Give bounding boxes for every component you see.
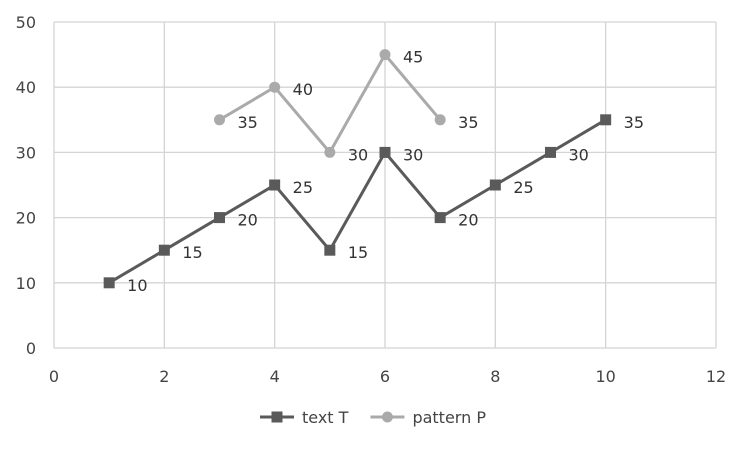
grid xyxy=(53,21,717,349)
data-label: 10 xyxy=(127,276,147,295)
legend-entry: text T xyxy=(260,408,349,427)
x-tick-label: 6 xyxy=(380,367,390,386)
data-point-square xyxy=(214,212,225,224)
data-point-square xyxy=(324,244,336,256)
data-label: 35 xyxy=(624,113,644,132)
series-1 xyxy=(103,114,612,289)
data-point-circle xyxy=(379,49,391,61)
y-tick-label: 0 xyxy=(26,339,36,358)
series-2 xyxy=(214,49,446,158)
data-label: 35 xyxy=(238,113,258,132)
series-line xyxy=(108,118,607,285)
y-tick-label: 10 xyxy=(16,274,36,293)
x-tick-label: 4 xyxy=(270,367,280,386)
axis-tick-labels: 0 10 20 30 40 50 0 2 4 6 8 10 12 xyxy=(16,13,727,386)
y-tick-label: 50 xyxy=(16,13,36,32)
data-point-circle xyxy=(324,146,336,158)
data-point-circle xyxy=(434,114,446,126)
legend: text T pattern P xyxy=(260,408,486,427)
data-point-square xyxy=(103,277,115,289)
data-label: 25 xyxy=(293,178,313,197)
data-point-square xyxy=(434,212,446,224)
data-point-square xyxy=(269,179,281,191)
data-point-square xyxy=(158,244,170,256)
x-tick-label: 12 xyxy=(706,367,726,386)
data-point-square xyxy=(379,146,391,158)
data-label: 40 xyxy=(293,80,313,99)
data-label: 15 xyxy=(348,243,368,262)
series-line xyxy=(218,51,442,156)
legend-marker-circle xyxy=(381,411,393,423)
x-tick-label: 10 xyxy=(595,367,615,386)
data-label: 20 xyxy=(238,211,258,230)
y-tick-label: 40 xyxy=(16,78,36,97)
legend-entry: pattern P xyxy=(370,408,486,427)
data-point-square xyxy=(489,179,501,191)
data-point-circle xyxy=(214,114,225,126)
data-label: 30 xyxy=(348,145,368,164)
data-label: 35 xyxy=(458,113,478,132)
legend-label: pattern P xyxy=(412,408,486,427)
data-point-circle xyxy=(269,81,281,93)
x-tick-label: 8 xyxy=(490,367,500,386)
data-labels: 10 15 20 25 15 30 20 25 30 35 35 40 30 45 35 xyxy=(127,48,644,295)
series-layer xyxy=(103,49,612,289)
data-point-square xyxy=(545,146,556,158)
data-label: 30 xyxy=(569,145,589,164)
legend-label: text T xyxy=(302,408,349,427)
x-tick-label: 0 xyxy=(49,367,59,386)
y-tick-label: 20 xyxy=(16,209,36,228)
legend-marker-square xyxy=(271,411,283,423)
data-label: 20 xyxy=(458,211,478,230)
data-label: 45 xyxy=(403,48,423,67)
data-label: 30 xyxy=(403,145,423,164)
data-label: 15 xyxy=(182,243,202,262)
data-label: 25 xyxy=(513,178,533,197)
data-point-square xyxy=(600,114,612,126)
x-tick-label: 2 xyxy=(159,367,169,386)
y-tick-label: 30 xyxy=(16,143,36,162)
